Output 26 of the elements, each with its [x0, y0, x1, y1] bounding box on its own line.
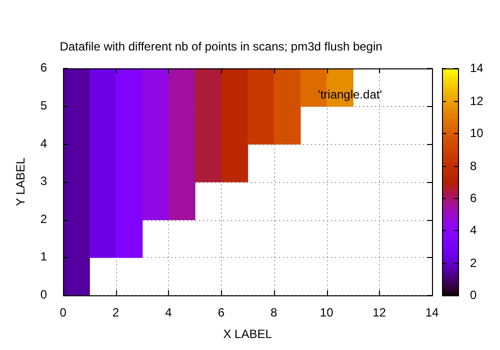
x-tick-label: 8	[270, 306, 278, 320]
color-bar-label: 6	[470, 190, 477, 205]
y-tick-label: 3	[40, 174, 48, 188]
color-bar-label: 2	[470, 256, 477, 270]
color-bar-label: 10	[470, 126, 484, 140]
x-tick-label: 2	[112, 306, 120, 320]
y-tick-label: 1	[40, 250, 48, 264]
color-bar-label: 4	[470, 222, 477, 237]
y-tick-label: 2	[40, 212, 48, 226]
x-tick-label: 14	[425, 306, 439, 320]
color-bar-label: 12	[470, 94, 484, 108]
x-tick-label: 4	[165, 306, 172, 320]
x-axis-title: X LABEL	[223, 327, 272, 342]
chart-title: Datafile with different nb of points in scans; pm3d flush begin	[60, 40, 382, 54]
x-tick-label: 0	[60, 306, 67, 320]
color-bar-label: 0	[470, 288, 477, 302]
color-bar-label: 14	[470, 60, 484, 75]
y-tick-label: 0	[40, 288, 48, 302]
color-bar-label: 8	[470, 158, 477, 173]
y-tick-label: 6	[40, 60, 48, 75]
y-axis-title: Y LABEL	[14, 157, 28, 206]
x-tick-label: 6	[218, 306, 225, 320]
x-tick-label: 10	[320, 306, 334, 320]
x-tick-label: 12	[372, 306, 386, 320]
y-tick-label: 5	[40, 98, 48, 113]
y-tick-label: 4	[40, 136, 48, 150]
